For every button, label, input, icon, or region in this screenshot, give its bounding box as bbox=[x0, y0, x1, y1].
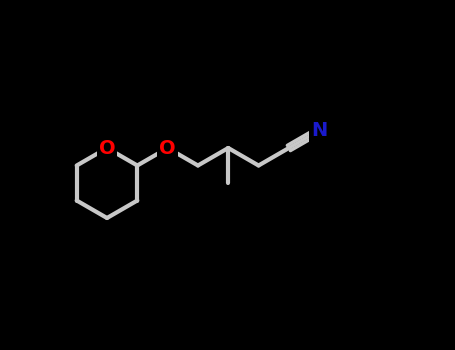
Text: N: N bbox=[311, 121, 327, 140]
Text: O: O bbox=[99, 139, 115, 158]
Text: O: O bbox=[159, 139, 176, 158]
